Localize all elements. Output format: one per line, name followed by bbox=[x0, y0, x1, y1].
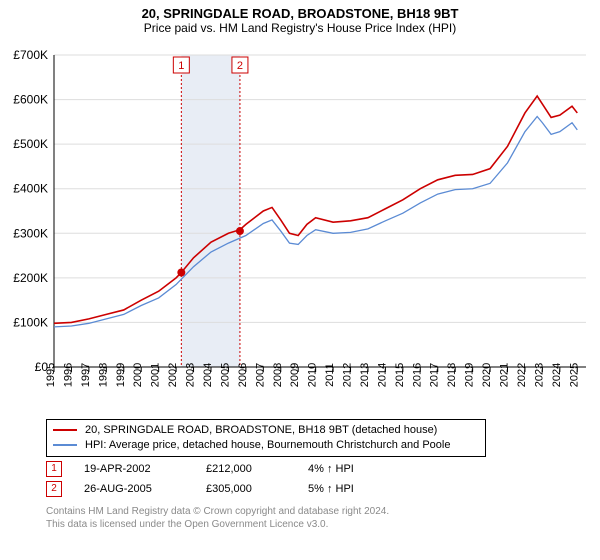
svg-text:2011: 2011 bbox=[324, 363, 336, 387]
svg-text:£200K: £200K bbox=[13, 271, 48, 285]
legend-swatch bbox=[53, 444, 77, 446]
svg-text:1996: 1996 bbox=[62, 363, 74, 387]
sale-price: £212,000 bbox=[206, 463, 286, 475]
svg-text:2015: 2015 bbox=[394, 363, 406, 387]
legend: 20, SPRINGDALE ROAD, BROADSTONE, BH18 9B… bbox=[46, 419, 486, 457]
svg-text:1998: 1998 bbox=[97, 363, 109, 387]
title-address: 20, SPRINGDALE ROAD, BROADSTONE, BH18 9B… bbox=[8, 6, 592, 21]
sale-marker-1: 1 bbox=[46, 461, 62, 477]
svg-text:£500K: £500K bbox=[13, 137, 48, 151]
svg-text:2002: 2002 bbox=[167, 363, 179, 387]
svg-text:1997: 1997 bbox=[80, 363, 92, 387]
svg-text:£400K: £400K bbox=[13, 182, 48, 196]
svg-text:2017: 2017 bbox=[429, 363, 441, 387]
svg-text:1999: 1999 bbox=[115, 363, 127, 387]
svg-text:2003: 2003 bbox=[185, 363, 197, 387]
legend-item-hpi: HPI: Average price, detached house, Bour… bbox=[53, 438, 479, 453]
chart-container: 20, SPRINGDALE ROAD, BROADSTONE, BH18 9B… bbox=[0, 0, 600, 560]
svg-text:2009: 2009 bbox=[289, 363, 301, 387]
legend-label: HPI: Average price, detached house, Bour… bbox=[85, 438, 450, 453]
svg-text:2000: 2000 bbox=[132, 363, 144, 387]
legend-swatch bbox=[53, 429, 77, 431]
title-subtitle: Price paid vs. HM Land Registry's House … bbox=[8, 21, 592, 35]
sale-date: 26-AUG-2005 bbox=[84, 483, 184, 495]
svg-text:£300K: £300K bbox=[13, 226, 48, 240]
svg-text:£600K: £600K bbox=[13, 93, 48, 107]
svg-text:2: 2 bbox=[237, 60, 243, 72]
svg-text:2020: 2020 bbox=[481, 363, 493, 387]
svg-text:£700K: £700K bbox=[13, 48, 48, 62]
svg-text:2024: 2024 bbox=[551, 363, 563, 387]
svg-text:2013: 2013 bbox=[359, 363, 371, 387]
sale-price: £305,000 bbox=[206, 483, 286, 495]
svg-text:2006: 2006 bbox=[237, 363, 249, 387]
sale-row-1: 1 19-APR-2002 £212,000 4% ↑ HPI bbox=[46, 461, 592, 477]
svg-text:2001: 2001 bbox=[150, 363, 162, 387]
svg-text:2004: 2004 bbox=[202, 363, 214, 387]
svg-text:2016: 2016 bbox=[411, 363, 423, 387]
legend-label: 20, SPRINGDALE ROAD, BROADSTONE, BH18 9B… bbox=[85, 423, 437, 438]
sale-row-2: 2 26-AUG-2005 £305,000 5% ↑ HPI bbox=[46, 481, 592, 497]
sale-hpi-delta: 4% ↑ HPI bbox=[308, 463, 354, 475]
sale-date: 19-APR-2002 bbox=[84, 463, 184, 475]
svg-text:1995: 1995 bbox=[45, 363, 57, 387]
svg-text:2019: 2019 bbox=[464, 363, 476, 387]
sale-marker-2: 2 bbox=[46, 481, 62, 497]
sale-hpi-delta: 5% ↑ HPI bbox=[308, 483, 354, 495]
svg-text:£100K: £100K bbox=[13, 315, 48, 329]
footer-attribution: Contains HM Land Registry data © Crown c… bbox=[46, 505, 592, 531]
footer-line2: This data is licensed under the Open Gov… bbox=[46, 518, 592, 531]
svg-text:2012: 2012 bbox=[342, 363, 354, 387]
svg-text:2010: 2010 bbox=[307, 363, 319, 387]
svg-text:2023: 2023 bbox=[533, 363, 545, 387]
svg-text:2025: 2025 bbox=[568, 363, 580, 387]
svg-text:2007: 2007 bbox=[254, 363, 266, 387]
footer-line1: Contains HM Land Registry data © Crown c… bbox=[46, 505, 592, 518]
svg-text:2008: 2008 bbox=[272, 363, 284, 387]
legend-item-property: 20, SPRINGDALE ROAD, BROADSTONE, BH18 9B… bbox=[53, 423, 479, 438]
svg-text:2014: 2014 bbox=[376, 363, 388, 387]
svg-text:2022: 2022 bbox=[516, 363, 528, 387]
svg-text:1: 1 bbox=[178, 60, 184, 72]
svg-text:2021: 2021 bbox=[499, 363, 511, 387]
svg-text:2018: 2018 bbox=[446, 363, 458, 387]
svg-text:2005: 2005 bbox=[219, 363, 231, 387]
chart-plot: £0£100K£200K£300K£400K£500K£600K£700K121… bbox=[8, 37, 592, 417]
